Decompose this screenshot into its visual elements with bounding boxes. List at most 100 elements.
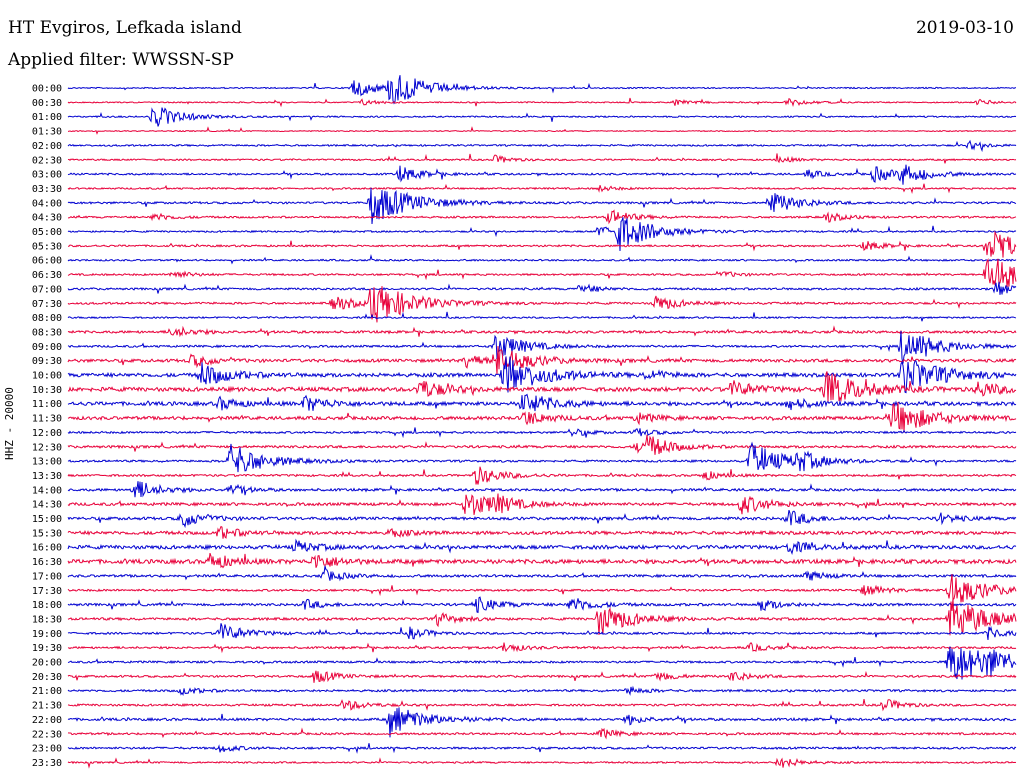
hour-tick-label: 05:30 bbox=[32, 241, 62, 252]
trace-line-0200 bbox=[67, 139, 1017, 153]
trace-line-1700 bbox=[67, 565, 1017, 582]
trace-line-2100 bbox=[67, 685, 1017, 697]
hour-tick-label: 16:30 bbox=[32, 557, 62, 568]
trace-line-0500 bbox=[67, 217, 1017, 252]
trace-line-1300 bbox=[67, 441, 1017, 473]
trace-line-0100 bbox=[67, 107, 1017, 127]
hour-tick-label: 01:00 bbox=[32, 112, 62, 123]
trace-line-1400 bbox=[67, 481, 1017, 498]
trace-line-1730 bbox=[67, 574, 1017, 603]
trace-line-0900 bbox=[67, 330, 1017, 364]
trace-line-1900 bbox=[67, 623, 1017, 640]
hour-tick-label: 13:30 bbox=[32, 471, 62, 482]
hour-tick-label: 11:30 bbox=[32, 414, 62, 425]
hour-tick-label: 09:00 bbox=[32, 342, 62, 353]
trace-line-1330 bbox=[67, 466, 1017, 485]
trace-line-0130 bbox=[67, 126, 1017, 135]
trace-line-1130 bbox=[67, 401, 1017, 433]
hour-tick-label: 17:00 bbox=[32, 571, 62, 582]
hour-tick-label: 21:30 bbox=[32, 701, 62, 712]
hour-tick-label: 03:00 bbox=[32, 170, 62, 181]
trace-line-2300 bbox=[67, 743, 1017, 754]
hour-tick-label: 02:30 bbox=[32, 155, 62, 166]
hour-tick-label: 18:00 bbox=[32, 600, 62, 611]
hour-tick-label: 00:30 bbox=[32, 98, 62, 109]
hour-tick-label: 17:30 bbox=[32, 586, 62, 597]
hour-tick-label: 19:00 bbox=[32, 629, 62, 640]
hour-tick-label: 21:00 bbox=[32, 686, 62, 697]
hour-tick-label: 20:00 bbox=[32, 658, 62, 669]
hour-tick-label: 10:30 bbox=[32, 385, 62, 396]
trace-line-0700 bbox=[67, 281, 1017, 295]
hour-tick-label: 01:30 bbox=[32, 127, 62, 138]
hour-tick-label: 20:30 bbox=[32, 672, 62, 683]
hour-tick-label: 16:00 bbox=[32, 543, 62, 554]
trace-line-0630 bbox=[67, 258, 1017, 287]
hour-tick-label: 03:30 bbox=[32, 184, 62, 195]
hour-tick-label: 06:30 bbox=[32, 270, 62, 281]
hour-tick-label: 08:30 bbox=[32, 327, 62, 338]
trace-line-0430 bbox=[68, 209, 1017, 225]
hour-tick-label: 23:00 bbox=[32, 744, 62, 755]
filter-label: Applied filter: WWSSN-SP bbox=[8, 50, 234, 70]
hour-tick-label: 00:00 bbox=[32, 84, 62, 95]
hour-tick-label: 07:30 bbox=[32, 299, 62, 310]
hour-tick-label: 22:00 bbox=[32, 715, 62, 726]
trace-line-0230 bbox=[67, 153, 1017, 164]
hour-tick-label: 14:00 bbox=[32, 485, 62, 496]
trace-line-0530 bbox=[68, 230, 1017, 258]
hour-tick-label: 02:00 bbox=[32, 141, 62, 152]
trace-line-0030 bbox=[67, 97, 1017, 108]
trace-line-0000 bbox=[67, 75, 1016, 105]
trace-line-1200 bbox=[67, 427, 1017, 439]
trace-line-1800 bbox=[67, 596, 1017, 614]
trace-line-2130 bbox=[67, 699, 1017, 712]
trace-line-1600 bbox=[67, 538, 1017, 555]
trace-line-1930 bbox=[67, 642, 1017, 654]
trace-line-2030 bbox=[67, 670, 1017, 683]
trace-line-1000 bbox=[67, 356, 1017, 394]
trace-line-0300 bbox=[67, 164, 1017, 185]
trace-line-2000 bbox=[67, 646, 1017, 680]
trace-line-1430 bbox=[67, 493, 1017, 515]
hour-tick-label: 06:00 bbox=[32, 256, 62, 267]
hour-tick-label: 14:30 bbox=[32, 500, 62, 511]
trace-line-1030 bbox=[67, 371, 1017, 403]
trace-line-0730 bbox=[67, 286, 1017, 323]
trace-line-2200 bbox=[67, 707, 1017, 738]
hour-tick-label: 11:00 bbox=[32, 399, 62, 410]
trace-line-1230 bbox=[67, 434, 1017, 455]
trace-line-2330 bbox=[67, 757, 1017, 769]
trace-line-0400 bbox=[67, 187, 1017, 225]
hour-tick-label: 19:30 bbox=[32, 643, 62, 654]
hour-tick-label: 15:30 bbox=[32, 528, 62, 539]
hour-tick-label: 09:30 bbox=[32, 356, 62, 367]
hour-tick-label: 07:00 bbox=[32, 284, 62, 295]
trace-line-0830 bbox=[67, 325, 1017, 338]
trace-line-1500 bbox=[67, 509, 1017, 529]
hour-tick-label: 10:00 bbox=[32, 371, 62, 382]
trace-line-0330 bbox=[67, 183, 1017, 194]
trace-line-1630 bbox=[67, 552, 1017, 569]
trace-line-2230 bbox=[67, 727, 1017, 740]
station-title: HT Evgiros, Lefkada island bbox=[8, 18, 242, 38]
hour-tick-label: 12:00 bbox=[32, 428, 62, 439]
hour-tick-label: 08:00 bbox=[32, 313, 62, 324]
hour-tick-label: 05:00 bbox=[32, 227, 62, 238]
hour-tick-label: 15:00 bbox=[32, 514, 62, 525]
hour-tick-label: 23:30 bbox=[32, 758, 62, 769]
trace-line-0800 bbox=[67, 311, 1017, 322]
hour-tick-label: 22:30 bbox=[32, 729, 62, 740]
trace-line-1830 bbox=[67, 598, 1017, 636]
record-date: 2019-03-10 bbox=[915, 18, 1014, 38]
trace-line-0600 bbox=[67, 253, 1017, 265]
trace-line-1530 bbox=[67, 525, 1017, 539]
hour-tick-label: 18:30 bbox=[32, 614, 62, 625]
hour-tick-label: 12:30 bbox=[32, 442, 62, 453]
trace-line-1100 bbox=[67, 393, 1017, 412]
hour-tick-label: 13:00 bbox=[32, 457, 62, 468]
hour-tick-label: 04:30 bbox=[32, 213, 62, 224]
hour-tick-label: 04:00 bbox=[32, 198, 62, 209]
trace-line-0930 bbox=[67, 345, 1017, 375]
